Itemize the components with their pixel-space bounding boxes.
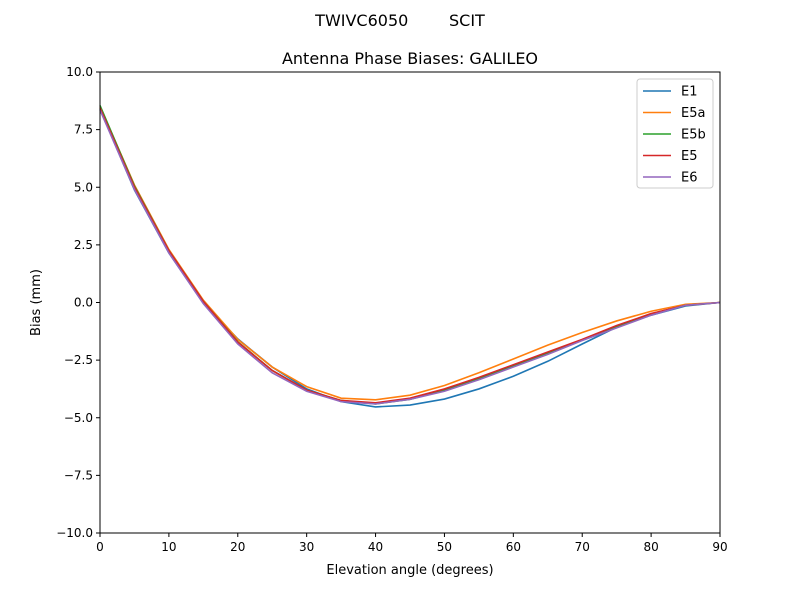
axis-ticks: 0 10 20 30 40 50 60 70 80 90 10.0 7.5 5.0 2.5 0.0 −2.5 −… [56,65,727,554]
chart-title: Antenna Phase Biases: GALILEO [282,49,538,68]
x-tick-label: 10 [161,540,176,554]
legend-label: E5a [681,106,705,121]
y-tick-label: 0.0 [74,296,93,310]
x-tick-label: 20 [230,540,245,554]
y-tick-label: −2.5 [64,353,93,367]
legend-label: E1 [681,85,698,100]
y-tick-label: 2.5 [74,238,93,252]
series-line-e5b [99,105,721,405]
x-tick-label: 40 [368,540,383,554]
x-tick-label: 90 [712,540,727,554]
y-tick-label: 7.5 [74,123,93,137]
x-tick-label: 50 [437,540,452,554]
series-lines [99,105,721,408]
y-tick-label: −7.5 [64,468,93,482]
y-tick-label: −5.0 [64,411,93,425]
y-tick-label: 10.0 [66,65,93,79]
x-tick-label: 0 [96,540,104,554]
y-axis-label: Bias (mm) [29,269,44,336]
legend-label: E5 [681,149,698,164]
legend-label: E5b [681,128,706,143]
plot-frame [99,71,721,534]
x-tick-label: 60 [506,540,521,554]
x-axis-label: Elevation angle (degrees) [326,563,493,578]
y-tick-label: 5.0 [74,180,93,194]
series-line-e6 [99,109,721,405]
x-tick-label: 30 [299,540,314,554]
series-line-e1 [99,108,721,408]
legend: E1 E5a E5b E5 E6 [636,78,714,189]
y-tick-label: −10.0 [56,526,93,540]
series-line-e5a [99,106,721,401]
legend-label: E6 [681,171,698,186]
legend-box [636,78,714,189]
series-line-e5 [99,107,721,404]
x-tick-label: 80 [643,540,658,554]
x-tick-label: 70 [575,540,590,554]
figure-suptitle: TWIVC6050 SCIT [314,11,485,30]
